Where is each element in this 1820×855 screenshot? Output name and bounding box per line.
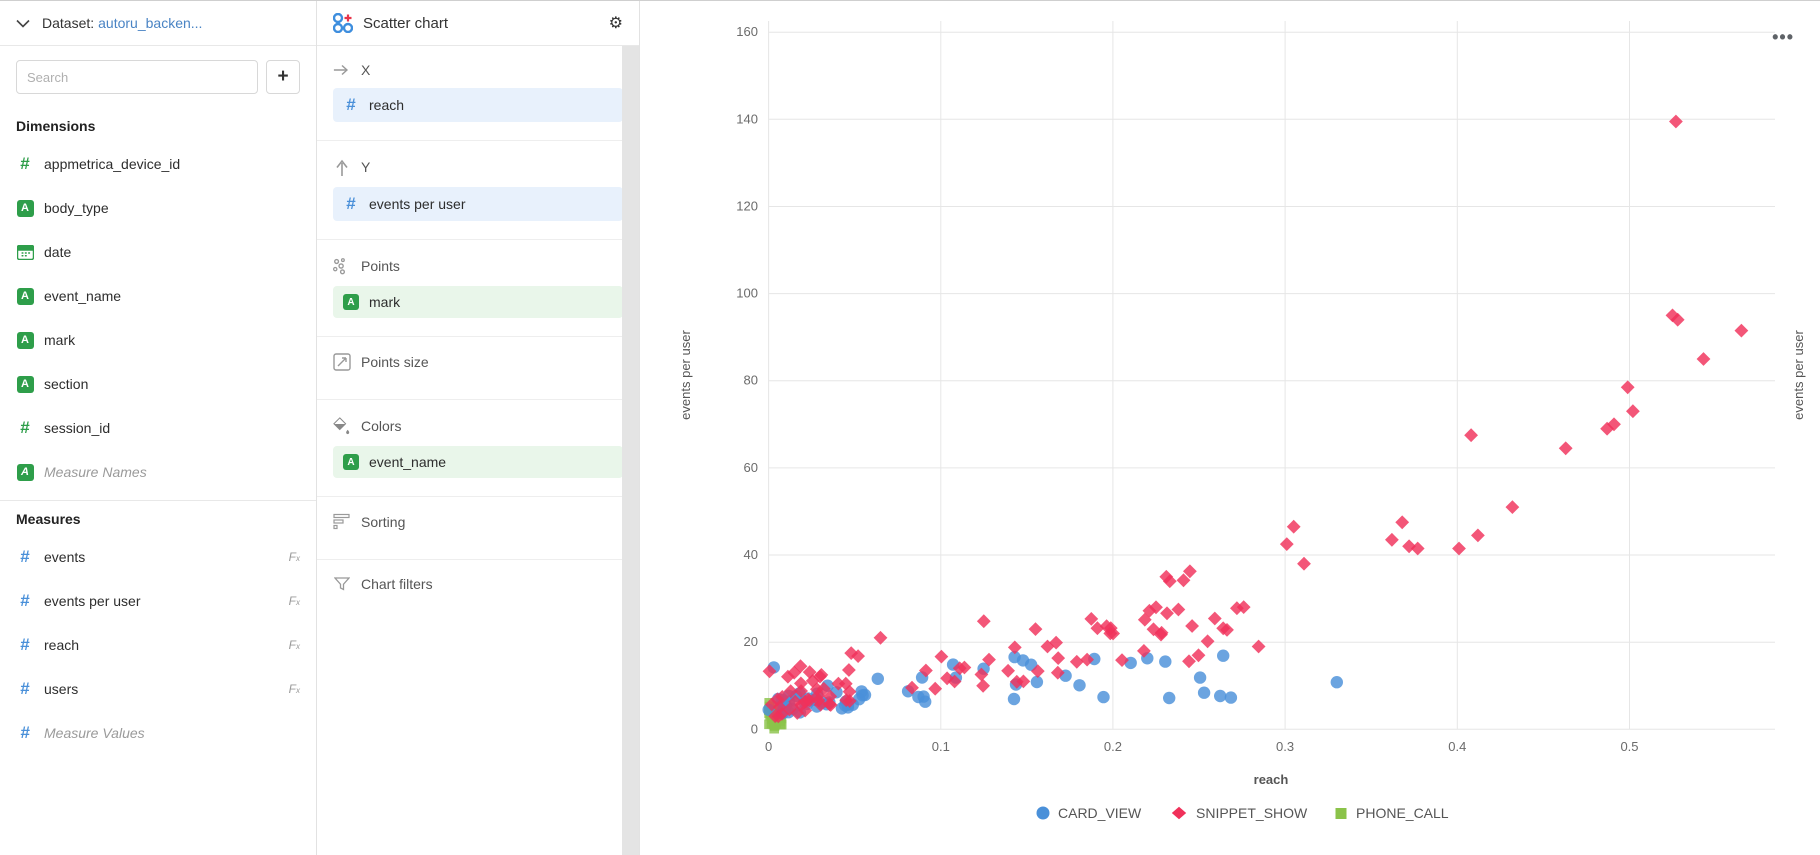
svg-text:0: 0 bbox=[751, 721, 758, 736]
svg-text:CARD_VIEW: CARD_VIEW bbox=[1058, 805, 1142, 821]
svg-text:PHONE_CALL: PHONE_CALL bbox=[1356, 805, 1449, 821]
svg-text:20: 20 bbox=[744, 634, 758, 649]
svg-text:0.3: 0.3 bbox=[1276, 739, 1294, 754]
svg-text:events per user: events per user bbox=[1791, 330, 1806, 420]
svg-text:60: 60 bbox=[744, 460, 758, 475]
svg-text:0.2: 0.2 bbox=[1104, 739, 1122, 754]
svg-text:reach: reach bbox=[1254, 772, 1289, 787]
svg-text:140: 140 bbox=[736, 111, 758, 126]
svg-text:100: 100 bbox=[736, 286, 758, 301]
svg-text:120: 120 bbox=[736, 199, 758, 214]
svg-text:0: 0 bbox=[765, 739, 772, 754]
svg-text:0.5: 0.5 bbox=[1620, 739, 1638, 754]
svg-text:80: 80 bbox=[744, 373, 758, 388]
svg-text:events per user: events per user bbox=[678, 330, 693, 420]
svg-text:40: 40 bbox=[744, 547, 758, 562]
svg-text:0.1: 0.1 bbox=[932, 739, 950, 754]
svg-text:0.4: 0.4 bbox=[1448, 739, 1466, 754]
svg-text:160: 160 bbox=[736, 24, 758, 39]
svg-text:SNIPPET_SHOW: SNIPPET_SHOW bbox=[1196, 805, 1308, 821]
